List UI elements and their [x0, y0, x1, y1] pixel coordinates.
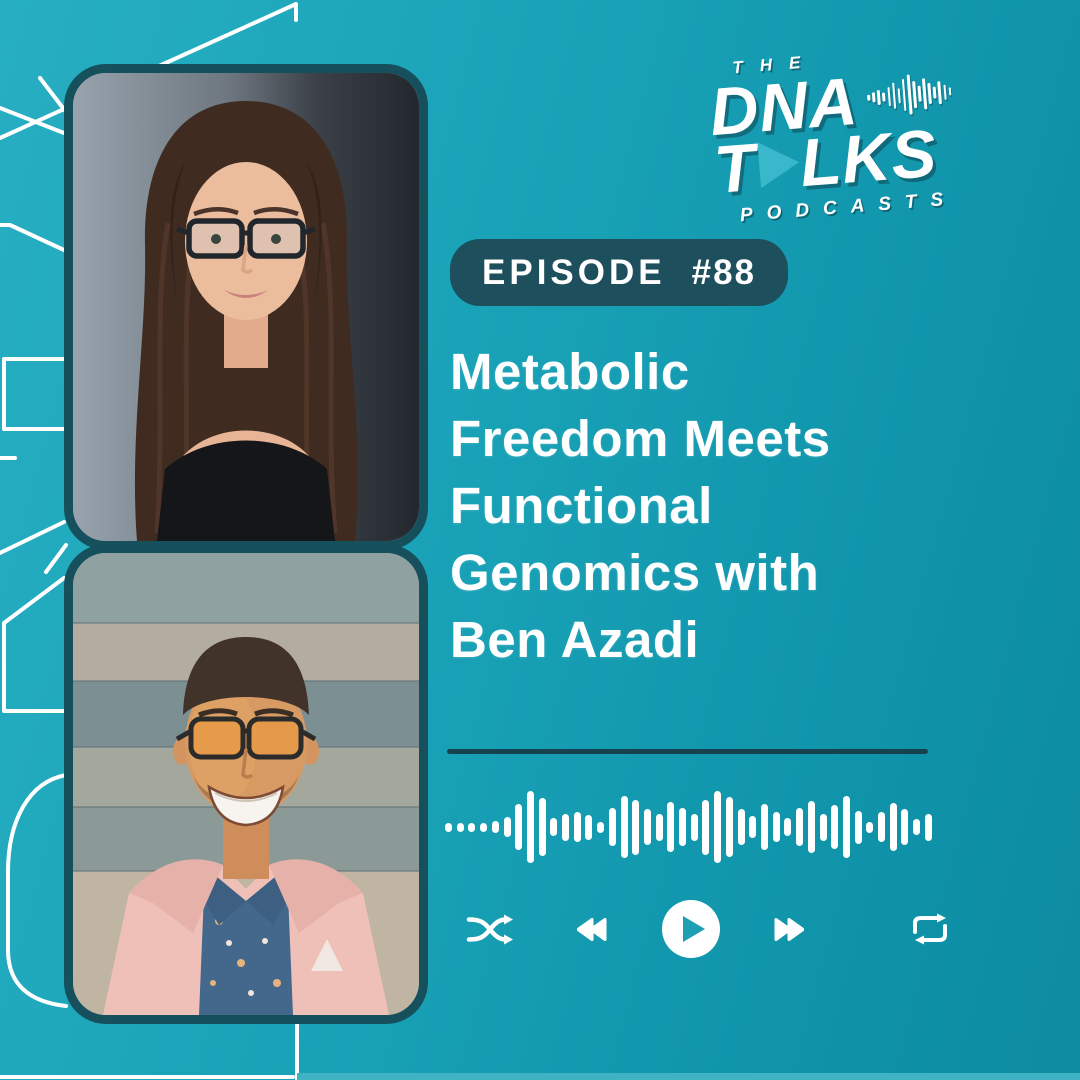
logo-waveform-bar [876, 89, 881, 105]
waveform-bar [538, 798, 546, 856]
waveform-bar [690, 813, 698, 841]
logo-waveform-bar [937, 80, 943, 104]
logo-waveform-bar [922, 77, 928, 109]
waveform-bar [831, 805, 839, 849]
logo-waveform-bar [872, 92, 876, 103]
title-line: Genomics with [450, 544, 820, 601]
play-button[interactable] [662, 900, 720, 958]
waveform-bar [714, 791, 722, 863]
logo-play-triangle-icon [757, 139, 800, 188]
waveform-bar [842, 796, 850, 858]
waveform-bar [597, 821, 605, 833]
logo-waveform-bar [948, 87, 952, 96]
guest-photo-bottom [64, 544, 428, 1024]
guest-photo-top [64, 64, 428, 550]
waveform-bar [807, 801, 815, 853]
shuffle-icon[interactable] [466, 911, 514, 948]
waveform-bar [456, 822, 464, 832]
waveform [445, 789, 932, 865]
title-line: Functional [450, 477, 713, 534]
title-line: Freedom Meets [450, 410, 831, 467]
logo-talks-lks: LKS [797, 115, 940, 201]
waveform-bar [515, 804, 523, 850]
waveform-bar [924, 813, 932, 841]
episode-badge-number: #88 [691, 252, 757, 292]
female-guest-portrait [73, 73, 419, 541]
waveform-bar [585, 814, 593, 840]
episode-title: Metabolic Freedom Meets Functional Genom… [450, 338, 990, 673]
waveform-bar [702, 799, 710, 855]
bottom-accent-strip [297, 1073, 1080, 1080]
logo-waveform-bar [891, 82, 897, 109]
waveform-bar [526, 791, 534, 863]
logo-waveform-bar [912, 80, 917, 108]
episode-badge-label: EPISODE [482, 252, 666, 292]
waveform-bar [772, 812, 780, 842]
logo-waveform-bar [932, 86, 937, 99]
logo-waveform-bar [917, 85, 922, 102]
waveform-bar [878, 812, 886, 842]
repeat-icon[interactable] [911, 913, 949, 945]
waveform-bar [679, 808, 687, 846]
waveform-bar [913, 819, 921, 835]
waveform-bar [491, 821, 499, 833]
waveform-bar [889, 803, 897, 851]
waveform-bar [620, 796, 628, 858]
logo-waveform-bar [882, 91, 886, 102]
logo-waveform-bar [943, 84, 947, 100]
waveform-bar [550, 818, 558, 836]
play-icon [683, 916, 705, 942]
waveform-bar [573, 812, 581, 842]
waveform-bar [725, 797, 733, 857]
waveform-bar [445, 822, 452, 832]
waveform-bar [632, 799, 640, 855]
divider-line [447, 749, 928, 754]
episode-badge: EPISODE #88 [450, 239, 789, 306]
waveform-bar [866, 821, 874, 833]
logo-waveform-bar [867, 94, 871, 101]
title-line: Ben Azadi [450, 611, 700, 668]
ben-azadi-portrait [73, 553, 419, 1015]
waveform-bar [468, 822, 476, 832]
logo-waveform-bar [901, 78, 907, 112]
logo-waveform-bar [906, 74, 913, 115]
logo-waveform-bar [897, 87, 902, 103]
waveform-bar [737, 809, 745, 845]
waveform-bar [819, 813, 827, 841]
fast-forward-icon[interactable] [774, 917, 804, 942]
waveform-bar [749, 816, 757, 838]
logo-waveform-icon [866, 69, 953, 119]
logo-waveform-bar [927, 82, 932, 104]
waveform-bar [608, 808, 616, 846]
waveform-bar [784, 818, 792, 836]
waveform-bar [655, 813, 663, 841]
waveform-bar [667, 802, 675, 852]
waveform-bar [503, 817, 511, 837]
waveform-bar [643, 809, 651, 845]
waveform-bar [760, 804, 768, 850]
dna-talks-logo: THE DNA T LKS PODCASTS [706, 36, 1028, 229]
waveform-bar [796, 808, 804, 846]
logo-talks-t: T [711, 129, 760, 208]
rewind-icon[interactable] [577, 917, 607, 942]
waveform-bar [480, 822, 488, 832]
title-line: Metabolic [450, 343, 690, 400]
waveform-bar [854, 810, 862, 844]
logo-waveform-bar [886, 86, 892, 106]
waveform-bar [901, 809, 909, 845]
waveform-bar [562, 813, 570, 841]
